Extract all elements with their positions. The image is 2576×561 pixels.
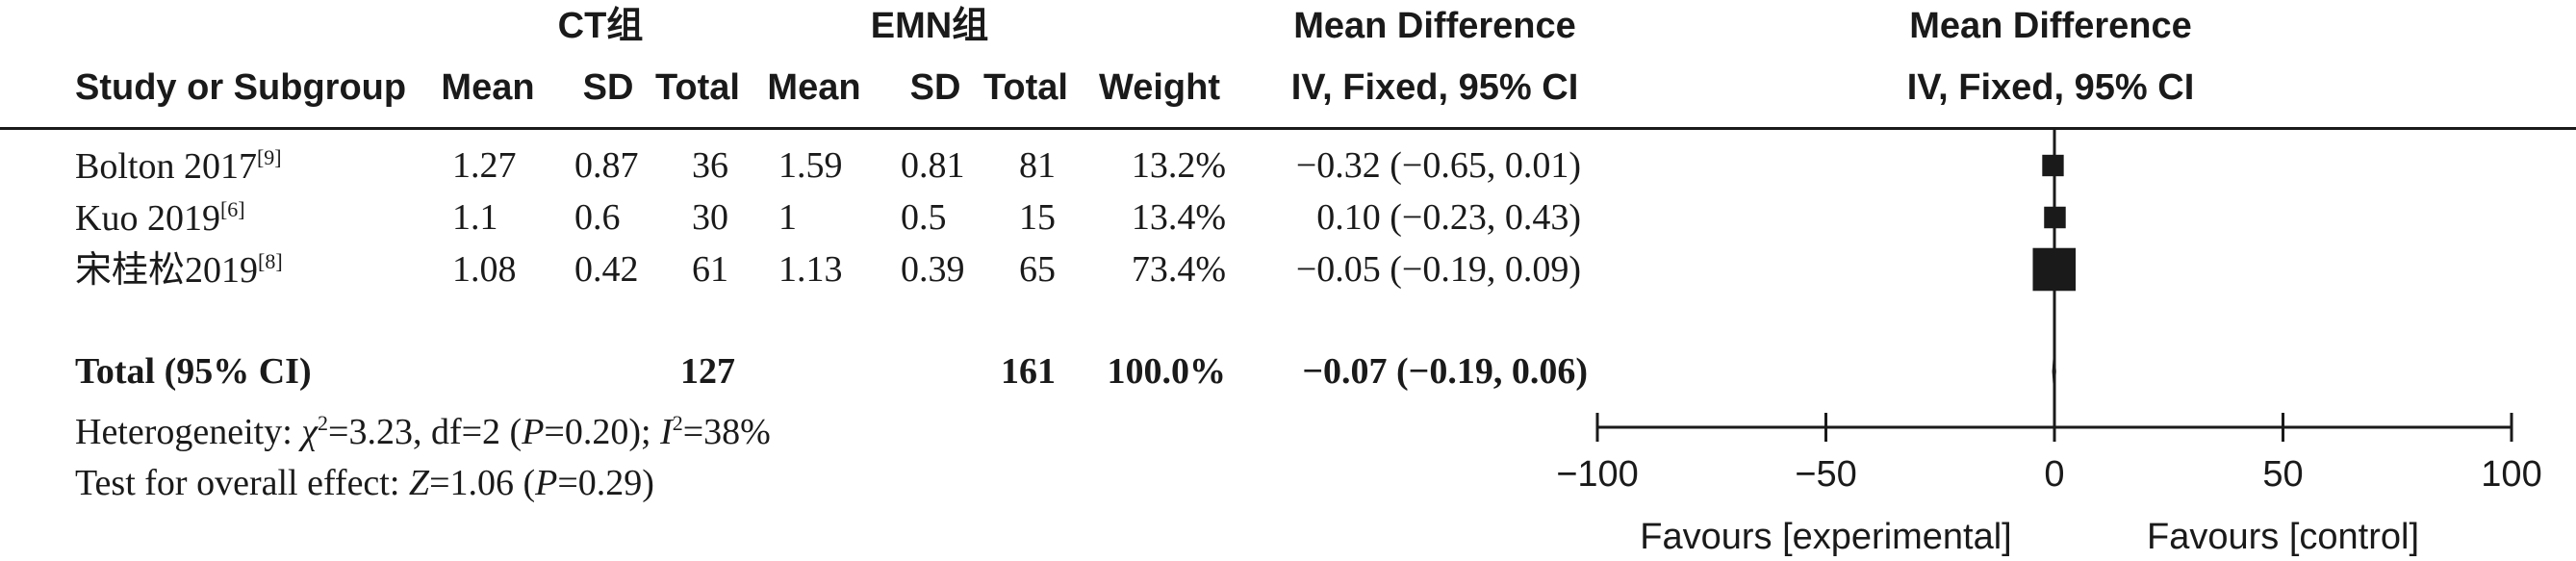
study-name: 宋桂松2019[8] [75, 249, 283, 291]
sd-ct: 0.6 [574, 197, 621, 238]
total-ct: 61 [692, 249, 728, 290]
total-ct: 30 [692, 197, 728, 238]
weight: 13.4% [1131, 197, 1226, 238]
total-weight: 100.0% [1107, 351, 1227, 392]
study-marker [2032, 247, 2077, 292]
group2-header: EMN组 [870, 6, 989, 46]
study-ref: [9] [256, 145, 282, 169]
sd-emn: 0.81 [901, 145, 965, 186]
mean-emn: 1.13 [778, 249, 843, 290]
x-tick-label: 0 [2044, 454, 2064, 495]
ci: −0.05 (−0.19, 0.09) [1295, 249, 1581, 290]
total-emn: 161 [1001, 351, 1056, 392]
study-name: Bolton 2017[9] [75, 145, 282, 187]
total-emn: 81 [1019, 145, 1056, 186]
study-ref: [6] [219, 197, 245, 221]
sd-ct: 0.42 [574, 249, 639, 290]
sd-emn: 0.39 [901, 249, 965, 290]
pooled-diamond [2052, 343, 2056, 400]
heterogeneity-text: Heterogeneity: χ2=3.23, df=2 (P=0.20); I… [75, 411, 771, 452]
total-label: Total (95% CI) [75, 351, 312, 392]
x-tick-label: 100 [2481, 454, 2541, 495]
weight: 13.2% [1131, 145, 1226, 186]
group1-header: CT组 [557, 6, 644, 46]
overall-effect-text: Test for overall effect: Z=1.06 (P=0.29) [75, 463, 654, 503]
x-tick-label: −100 [1556, 454, 1639, 495]
mean-emn: 1 [778, 197, 797, 238]
col-mean-emn: Mean [767, 67, 861, 108]
col-weight: Weight [1099, 67, 1220, 108]
x-tick-label: −50 [1795, 454, 1856, 495]
col-total-ct: Total [655, 67, 740, 108]
effect-title: Mean Difference [1293, 6, 1576, 46]
col-mean-ct: Mean [441, 67, 535, 108]
col-study: Study or Subgroup [75, 67, 407, 108]
mean-ct: 1.08 [452, 249, 517, 290]
study-marker [2044, 206, 2066, 229]
favours-experimental-label: Favours [experimental] [1640, 517, 2012, 557]
total-ci: −0.07 (−0.19, 0.06) [1302, 351, 1588, 392]
mean-emn: 1.59 [778, 145, 843, 186]
plot-title: Mean Difference [1909, 6, 2192, 46]
favours-control-label: Favours [control] [2147, 517, 2419, 557]
ci: −0.32 (−0.65, 0.01) [1295, 145, 1581, 186]
col-total-emn: Total [983, 67, 1068, 108]
total-emn: 65 [1019, 249, 1056, 290]
total-ct: 36 [692, 145, 728, 186]
x-tick-label: 50 [2262, 454, 2303, 495]
plot-method: IV, Fixed, 95% CI [1906, 67, 2195, 108]
mean-ct: 1.1 [452, 197, 498, 238]
sd-emn: 0.5 [901, 197, 947, 238]
total-emn: 15 [1019, 197, 1056, 238]
col-sd-emn: SD [909, 67, 961, 108]
header-rule [0, 127, 2576, 130]
total-ct: 127 [680, 351, 735, 392]
ci: 0.10 (−0.23, 0.43) [1316, 197, 1581, 238]
mean-ct: 1.27 [452, 145, 517, 186]
study-marker [2042, 154, 2064, 177]
weight: 73.4% [1131, 249, 1226, 290]
study-ref: [8] [258, 249, 283, 273]
effect-method: IV, Fixed, 95% CI [1290, 67, 1579, 108]
study-name: Kuo 2019[6] [75, 197, 245, 239]
col-sd-ct: SD [582, 67, 634, 108]
sd-ct: 0.87 [574, 145, 639, 186]
